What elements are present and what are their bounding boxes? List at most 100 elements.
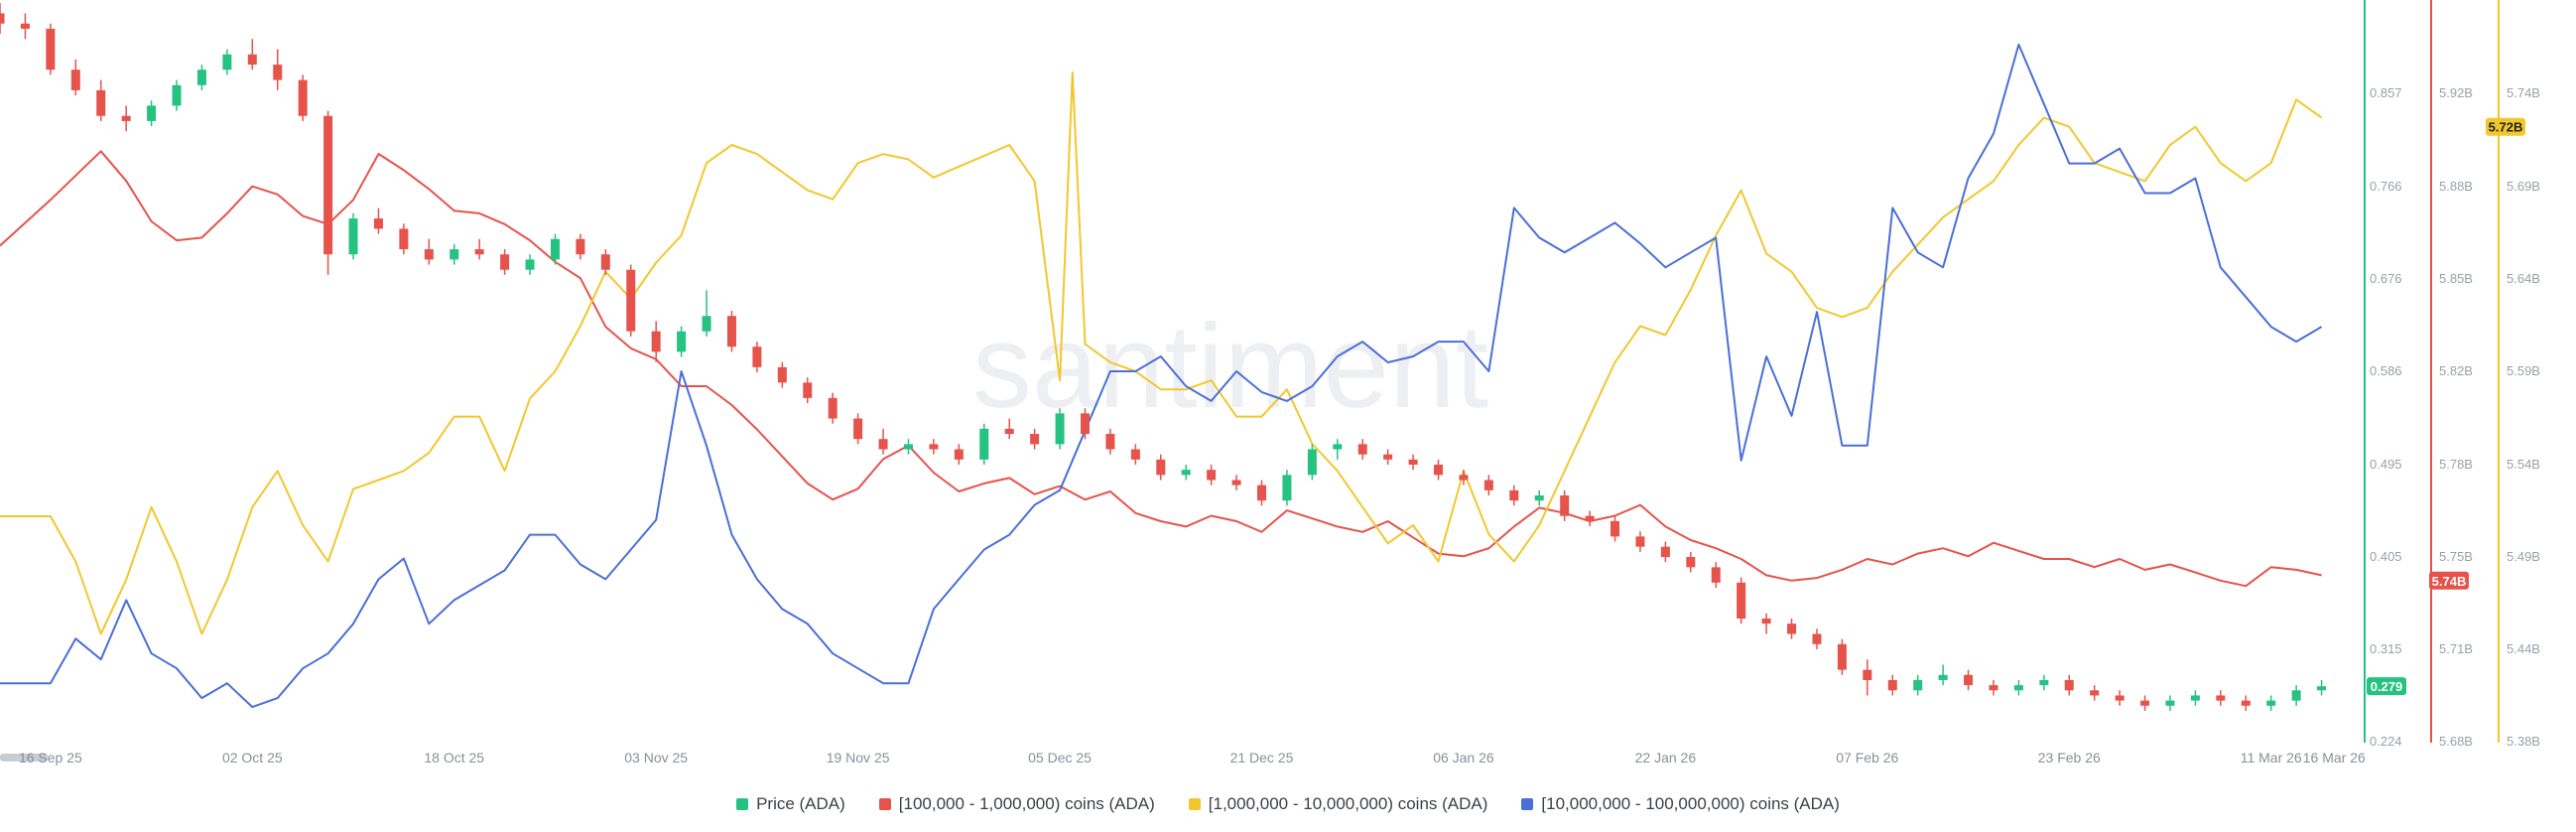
candle-body [2115, 695, 2125, 701]
price-candle [1307, 444, 1317, 481]
price-candle [600, 249, 610, 275]
price-candle [1509, 485, 1519, 506]
price-candle [399, 223, 409, 255]
candle-body [525, 259, 535, 270]
price-candle [1812, 628, 1822, 649]
x-tick-label: 18 Oct 25 [424, 750, 484, 765]
y-tick-label-price: 0.586 [2370, 363, 2402, 378]
y-tick-label-red: 5.88B [2439, 179, 2473, 194]
price-candle [1459, 470, 1469, 485]
price-candle [121, 105, 131, 132]
candle-body [196, 69, 206, 85]
price-candle [20, 13, 30, 40]
y-tick-label-yellow: 5.38B [2507, 734, 2540, 749]
x-tick-label: 02 Oct 25 [222, 750, 283, 765]
candle-body [2317, 686, 2327, 691]
y-tick-label-yellow: 5.44B [2507, 641, 2540, 656]
candle-body [1459, 475, 1469, 481]
candle-body [576, 238, 585, 255]
price-candle [1408, 454, 1418, 471]
y-tick-label-red: 5.85B [2439, 271, 2473, 286]
candle-body [96, 89, 106, 116]
y-tick-label-yellow: 5.74B [2507, 85, 2540, 100]
y-tick-label-price: 0.676 [2370, 271, 2402, 286]
price-candle [2090, 685, 2100, 701]
price-candle [96, 79, 106, 121]
price-candle [1560, 489, 1570, 521]
candle-body [273, 65, 283, 80]
price-candle [2317, 679, 2327, 696]
candle-body [2291, 690, 2301, 701]
legend-swatch [1188, 798, 1201, 810]
candle-body [1383, 454, 1393, 460]
price-candle [1231, 475, 1241, 490]
price-candle [1887, 674, 1897, 696]
y-tick-label-red: 5.75B [2439, 549, 2473, 564]
candle-body [2165, 700, 2175, 706]
price-candle [0, 3, 5, 35]
y-tick-label-yellow: 5.49B [2507, 549, 2540, 564]
price-candle [828, 392, 837, 424]
price-candle [2216, 690, 2226, 706]
price-candle [702, 290, 711, 337]
legend-item[interactable]: [1,000,000 - 10,000,000) coins (ADA) [1188, 794, 1487, 814]
candle-body [1357, 444, 1367, 455]
candle-body [979, 428, 989, 460]
candle-body [2140, 700, 2150, 706]
price-candle [2115, 690, 2125, 706]
series-line-2 [0, 71, 2323, 635]
legend-item[interactable]: [100,000 - 1,000,000) coins (ADA) [878, 794, 1155, 814]
candle-body [0, 13, 5, 24]
candle-body [70, 69, 80, 90]
candle-body [878, 439, 888, 450]
candle-body [1887, 679, 1897, 691]
candle-body [803, 382, 813, 398]
price-candle [803, 377, 813, 404]
price-candle [1938, 664, 1948, 686]
price-candle [2165, 695, 2175, 711]
candle-body [1660, 546, 1670, 557]
price-candle [2266, 695, 2276, 711]
candle-body [550, 238, 560, 260]
scroll-handle[interactable] [0, 754, 48, 762]
y-tick-label-red: 5.92B [2439, 85, 2473, 100]
price-candle [1610, 515, 1620, 542]
candle-body [1610, 520, 1620, 537]
x-tick-label: 16 Mar 26 [2303, 750, 2366, 765]
candle-body [399, 228, 409, 250]
price-candle [273, 49, 283, 90]
x-tick-label: 21 Dec 25 [1230, 750, 1294, 765]
legend-item[interactable]: [10,000,000 - 100,000,000) coins (ADA) [1521, 794, 1840, 814]
candle-body [2266, 700, 2276, 706]
price-candle [752, 342, 762, 373]
legend: Price (ADA) [100,000 - 1,000,000) coins (… [0, 790, 2576, 818]
price-candle [903, 439, 913, 455]
candle-body [323, 115, 333, 255]
price-candle [1686, 551, 1696, 573]
candle-body [1534, 495, 1544, 501]
price-candle [1863, 659, 1872, 696]
candle-body [1863, 669, 1872, 680]
price-candle [550, 233, 560, 265]
price-candle [474, 238, 484, 260]
price-candle [323, 110, 333, 275]
candle-body [348, 218, 358, 255]
x-tick-label: 07 Feb 26 [1836, 750, 1898, 765]
price-candle [1207, 465, 1217, 485]
legend-swatch [878, 798, 891, 810]
candle-body [600, 254, 610, 270]
x-tick-label: 03 Nov 25 [624, 750, 688, 765]
candle-body [247, 54, 257, 66]
price-candle [954, 444, 964, 466]
legend-item[interactable]: Price (ADA) [736, 794, 845, 814]
price-candle [172, 79, 182, 111]
price-candle [70, 59, 80, 96]
candle-body [1434, 465, 1444, 476]
legend-label: [10,000,000 - 100,000,000) coins (ADA) [1541, 794, 1840, 813]
price-candle [1080, 408, 1090, 440]
candle-body [172, 84, 182, 106]
candle-body [1509, 489, 1519, 501]
candle-body [1989, 685, 1998, 691]
price-candle [2291, 685, 2301, 706]
candle-body [677, 331, 687, 352]
